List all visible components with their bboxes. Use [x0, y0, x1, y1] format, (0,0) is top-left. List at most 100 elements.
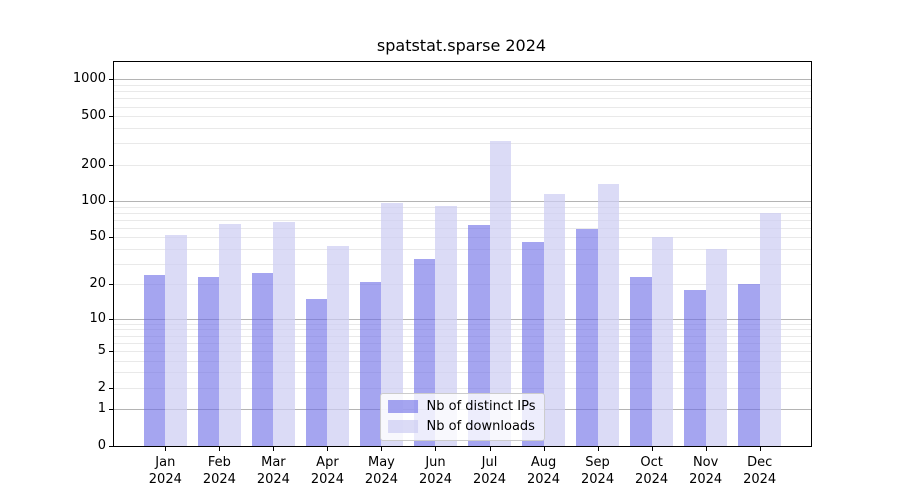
x-axis-tick [381, 447, 383, 451]
legend-swatch-downloads [387, 420, 418, 433]
bar-downloads [327, 246, 350, 446]
bar-downloads [705, 248, 728, 446]
grid-line-minor [114, 219, 811, 221]
grid-line-minor [114, 227, 811, 229]
legend-swatch-distinct-ips [387, 400, 418, 413]
y-axis-tick-label: 0 [97, 438, 106, 453]
legend: Nb of distinct IPs Nb of downloads [379, 393, 546, 441]
x-axis-tick [489, 447, 491, 451]
grid-line-minor [114, 360, 811, 362]
x-axis-tick-label: May 2024 [364, 455, 398, 487]
x-axis-tick [705, 447, 707, 451]
grid-line-minor [114, 106, 811, 108]
bar-downloads [651, 237, 674, 446]
bar-downloads [219, 223, 241, 446]
x-axis-tick [327, 447, 329, 451]
legend-row-downloads: Nb of downloads [387, 419, 536, 434]
grid-line-minor [114, 263, 811, 265]
x-axis-tick-label: Feb 2024 [202, 455, 236, 487]
y-axis-tick [109, 387, 113, 389]
bar-distinct-ips [684, 289, 706, 446]
bar-distinct-ips [143, 275, 166, 446]
y-axis-tick [109, 318, 113, 320]
bar-distinct-ips [197, 277, 220, 446]
x-axis-tick [219, 447, 221, 451]
bar-downloads [381, 203, 404, 446]
grid-line-minor [114, 164, 811, 166]
x-axis-tick-label: Jul 2024 [472, 455, 507, 487]
x-axis-tick-label: Aug 2024 [526, 455, 561, 487]
grid-line-major [114, 201, 811, 203]
y-axis-tick-label: 2 [97, 379, 106, 395]
grid-line-minor [114, 91, 811, 93]
grid-line-minor [114, 323, 811, 325]
y-axis-tick [109, 164, 113, 166]
y-axis-tick-label: 200 [81, 156, 106, 172]
x-axis-tick [651, 447, 653, 451]
x-axis-tick-label: Dec 2024 [743, 455, 777, 487]
grid-line-major [114, 318, 811, 320]
bar-distinct-ips [305, 298, 328, 446]
grid-line-minor [114, 342, 811, 344]
x-axis-tick [597, 447, 599, 451]
grid-line-minor [114, 98, 811, 100]
grid-line-minor [114, 127, 811, 129]
x-axis-tick-label: Nov 2024 [689, 455, 723, 487]
y-axis-tick-label: 50 [89, 229, 106, 245]
grid-line-minor [114, 116, 811, 118]
legend-label-distinct-ips: Nb of distinct IPs [426, 399, 536, 414]
y-axis-tick [109, 350, 113, 352]
y-axis-tick [109, 116, 113, 118]
x-axis-tick-label: Oct 2024 [635, 455, 669, 487]
grid-line-minor [114, 237, 811, 239]
y-axis-tick-label: 10 [89, 310, 106, 326]
grid-line-minor [114, 85, 811, 87]
legend-label-downloads: Nb of downloads [426, 419, 535, 434]
grid-line-minor [114, 206, 811, 208]
y-axis-tick [109, 237, 113, 239]
grid-line-minor [114, 212, 811, 214]
grid-line-minor [114, 248, 811, 250]
x-axis-tick-label: Jun 2024 [418, 455, 453, 487]
y-axis-tick [109, 201, 113, 203]
bar-distinct-ips [738, 284, 760, 446]
x-axis-tick-label: Sep 2024 [581, 455, 615, 487]
x-axis-tick [273, 447, 275, 451]
x-axis-tick-label: Mar 2024 [256, 455, 290, 487]
x-axis-tick [543, 447, 545, 451]
bar-downloads [543, 193, 566, 446]
y-axis-tick-label: 500 [81, 108, 106, 124]
grid-line-minor [114, 387, 811, 389]
bar-distinct-ips [467, 224, 490, 446]
plot-area: Nb of distinct IPs Nb of downloads 0 1 2 5 1… [73, 61, 812, 487]
grid-line-minor [114, 335, 811, 337]
x-axis-tick [435, 447, 437, 451]
bar-distinct-ips [629, 277, 652, 446]
grid-line-minor [114, 284, 811, 286]
bar-downloads [165, 235, 187, 446]
grid-line-minor [114, 329, 811, 331]
y-axis-tick-label: 1 [97, 401, 106, 417]
bar-downloads [597, 184, 620, 446]
grid-line-minor [114, 143, 811, 145]
bar-distinct-ips [251, 273, 274, 446]
y-axis-tick-label: 20 [89, 276, 106, 292]
x-axis-tick [759, 447, 761, 451]
bar-distinct-ips [575, 228, 598, 446]
y-axis-tick [109, 409, 113, 411]
chart-title: spatstat.sparse 2024 [376, 36, 547, 55]
bar-distinct-ips [359, 282, 382, 446]
y-axis-tick-label: 1000 [72, 71, 106, 87]
grid-line-major [114, 79, 811, 81]
bar-downloads [489, 140, 512, 446]
bar-downloads [273, 222, 295, 446]
y-axis-tick-label: 100 [81, 193, 106, 209]
bar-downloads [759, 212, 782, 446]
x-axis-tick [165, 447, 167, 451]
y-axis-tick [109, 446, 113, 447]
grid-line-minor [114, 372, 811, 374]
y-axis-tick-label: 5 [97, 342, 106, 358]
y-axis-tick [109, 79, 113, 81]
legend-row-distinct-ips: Nb of distinct IPs [387, 399, 536, 414]
